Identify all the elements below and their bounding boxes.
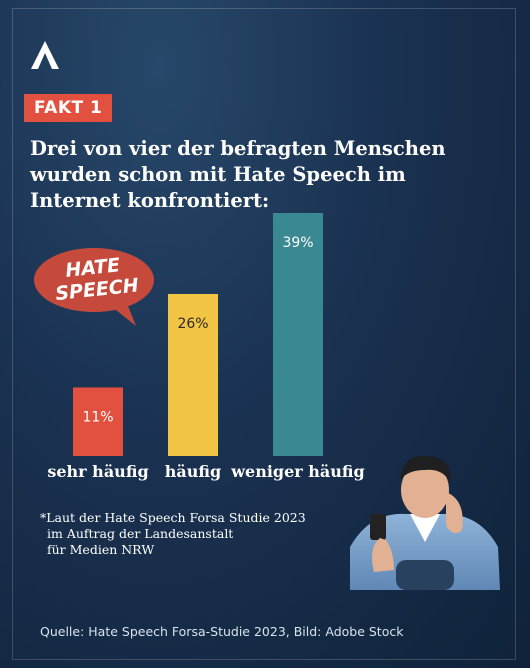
headline-line: Internet konfrontiert: xyxy=(30,189,270,212)
logo-a-icon xyxy=(31,41,59,69)
card-frame xyxy=(12,8,516,660)
footnote-line: *Laut der Hate Speech Forsa Studie 2023 xyxy=(40,510,306,525)
headline-line: Drei von vier der befragten Menschen xyxy=(30,137,446,160)
bar-value-label: 11% xyxy=(82,409,113,425)
person-with-phone-illustration xyxy=(350,455,500,590)
bar-2 xyxy=(168,294,218,456)
bar-value-label: 39% xyxy=(282,235,313,251)
bar-1 xyxy=(73,387,123,456)
bar-3 xyxy=(273,213,323,456)
bar-value-label: 26% xyxy=(177,316,208,332)
x-tick-label: sehr häufig xyxy=(47,462,149,481)
source-credit: Quelle: Hate Speech Forsa-Studie 2023, B… xyxy=(40,624,404,639)
speech-bubble-icon: HATE SPEECH xyxy=(34,248,154,326)
x-tick-label: häufig xyxy=(164,462,222,481)
footnote-line: für Medien NRW xyxy=(47,542,155,557)
footnote-line: im Auftrag der Landesanstalt xyxy=(47,526,234,541)
footnote: *Laut der Hate Speech Forsa Studie 2023 … xyxy=(40,510,340,558)
x-tick-label: weniger häufig xyxy=(231,462,365,481)
headline-line: wurden schon mit Hate Speech im xyxy=(30,163,406,186)
headline: Drei von vier der befragten Menschen wur… xyxy=(30,136,470,214)
fakt-badge: FAKT 1 xyxy=(24,94,113,122)
